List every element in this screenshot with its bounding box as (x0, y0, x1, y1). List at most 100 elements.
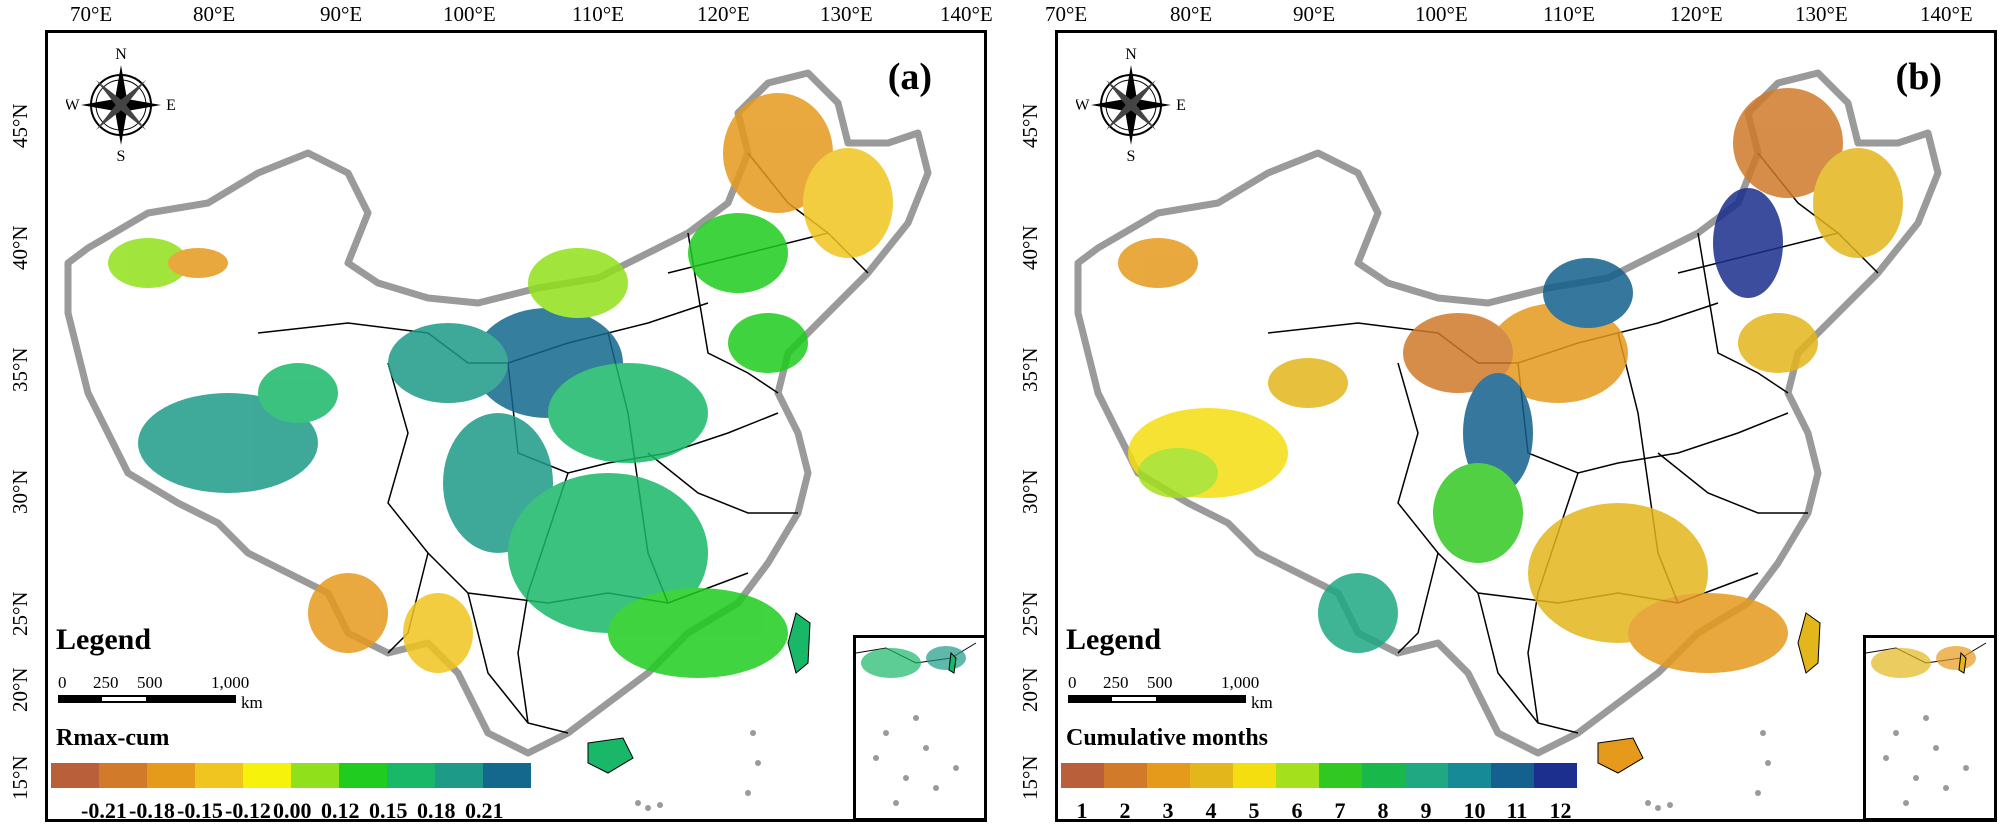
colorbar-swatch (435, 763, 483, 788)
colorbar-label: -0.21 (81, 798, 127, 822)
china-map (64, 69, 932, 811)
colorbar (51, 763, 531, 788)
scale-tick: 250 (1103, 673, 1129, 692)
compass-icon: N S E W (1074, 46, 1186, 165)
legend-title: Legend (56, 623, 152, 656)
scale-tick: 500 (1147, 673, 1173, 692)
scale-bar-segment (102, 697, 146, 701)
colorbar-label: -0.12 (225, 798, 271, 822)
colorbar-swatch (1362, 763, 1405, 788)
colorbar-label: 0.00 (273, 798, 312, 822)
scale-bar-labels: 0 250 500 1,000 (56, 673, 296, 693)
scale-bar-labels: 0 250 500 1,000 (1066, 673, 1306, 693)
lon-label: 90°E (1293, 2, 1336, 26)
lat-label: 20°N (8, 667, 32, 712)
china-map (1074, 69, 1942, 811)
colorbar-swatch (1534, 763, 1577, 788)
compass-west: W (1076, 97, 1090, 114)
lat-label: 25°N (8, 591, 32, 636)
lon-label: 80°E (1170, 2, 1213, 26)
compass-east: E (1176, 97, 1186, 114)
lat-label: 30°N (1018, 469, 1042, 514)
scale-bar (1068, 695, 1246, 703)
compass-south: S (117, 148, 126, 163)
lat-label: 40°N (8, 225, 32, 270)
colorbar-swatch (1448, 763, 1491, 788)
scale-tick: 500 (137, 673, 163, 692)
scale-unit: km (1251, 693, 1273, 712)
inset-map (1866, 642, 1987, 806)
colorbar-label: 5 (1248, 798, 1260, 822)
scale-tick: 1,000 (211, 673, 250, 692)
colorbar-label: 11 (1506, 798, 1528, 822)
map-frame: N S E W (b) Legend 0 250 500 1,000 km Cu… (1055, 30, 1997, 822)
lon-label: 130°E (820, 2, 873, 26)
colorbar-label: -0.15 (177, 798, 223, 822)
lon-label: 130°E (1795, 2, 1848, 26)
hainan-island (587, 737, 634, 774)
compass-rose: N S E W (64, 43, 176, 168)
compass-south: S (1127, 148, 1136, 163)
compass-rose: N S E W (1074, 43, 1186, 168)
china-border (64, 69, 932, 757)
colorbar-swatch (1233, 763, 1276, 788)
scale-bar (58, 695, 236, 703)
compass-north: N (1125, 46, 1137, 63)
colorbar-swatch (1061, 763, 1104, 788)
taiwan-island (787, 612, 811, 674)
scale-tick: 1,000 (1221, 673, 1260, 692)
colorbar-label: 8 (1377, 798, 1389, 822)
colorbar-swatch (147, 763, 195, 788)
colorbar-swatch (291, 763, 339, 788)
colorbar-label: 0.15 (369, 798, 408, 822)
colorbar-swatch (243, 763, 291, 788)
south-china-sea-islands (635, 730, 761, 811)
panel-letter: (b) (1895, 56, 1942, 98)
lat-label: 15°N (1018, 755, 1042, 800)
lon-label: 140°E (940, 2, 993, 26)
lat-label: 25°N (1018, 591, 1042, 636)
hainan-island (1597, 737, 1644, 774)
colorbar-swatch (1147, 763, 1190, 788)
scale-tick: 250 (93, 673, 119, 692)
lat-label: 30°N (8, 469, 32, 514)
lon-label: 100°E (443, 2, 496, 26)
colorbar-title: Cumulative months (1066, 725, 1269, 751)
scale-tick: 0 (1068, 673, 1077, 692)
compass-west: W (66, 97, 80, 114)
lon-label: 100°E (1415, 2, 1468, 26)
lat-label: 40°N (1018, 225, 1042, 270)
map-panel-b: 70°E 80°E 90°E 100°E 110°E 120°E 130°E 1… (1010, 0, 2008, 831)
lon-label: 70°E (70, 2, 113, 26)
colorbar-swatch (339, 763, 387, 788)
lat-label: 35°N (8, 347, 32, 392)
lon-label: 110°E (1543, 2, 1595, 26)
lon-label: 110°E (572, 2, 624, 26)
colorbar-label: 3 (1162, 798, 1174, 822)
colorbar-swatch (195, 763, 243, 788)
lon-label: 140°E (1920, 2, 1973, 26)
colorbar-label: 12 (1549, 798, 1572, 822)
scale-bar-segment (1112, 697, 1156, 701)
map-frame: N S E W (a) Legend 0 250 500 1,000 km Rm… (45, 30, 987, 822)
lon-label: 120°E (697, 2, 750, 26)
colorbar-swatch (387, 763, 435, 788)
colorbar-swatch (1491, 763, 1534, 788)
china-border (1074, 69, 1942, 757)
colorbar-label: 4 (1205, 798, 1217, 822)
colorbar-swatch (51, 763, 99, 788)
colorbar-label: 0.18 (417, 798, 456, 822)
colorbar-swatch (1104, 763, 1147, 788)
colorbar-title: Rmax-cum (56, 725, 170, 751)
colorbar-label: 0.12 (321, 798, 360, 822)
colorbar-label: 9 (1420, 798, 1432, 822)
colorbar-label: 0.21 (465, 798, 504, 822)
colorbar-label: 6 (1291, 798, 1303, 822)
colorbar-label: -0.18 (129, 798, 175, 822)
lat-label: 45°N (1018, 103, 1042, 148)
colorbar-swatch (99, 763, 147, 788)
colorbar-swatch (1190, 763, 1233, 788)
lat-label: 20°N (1018, 667, 1042, 712)
colorbar-label: 2 (1119, 798, 1131, 822)
compass-east: E (166, 97, 176, 114)
